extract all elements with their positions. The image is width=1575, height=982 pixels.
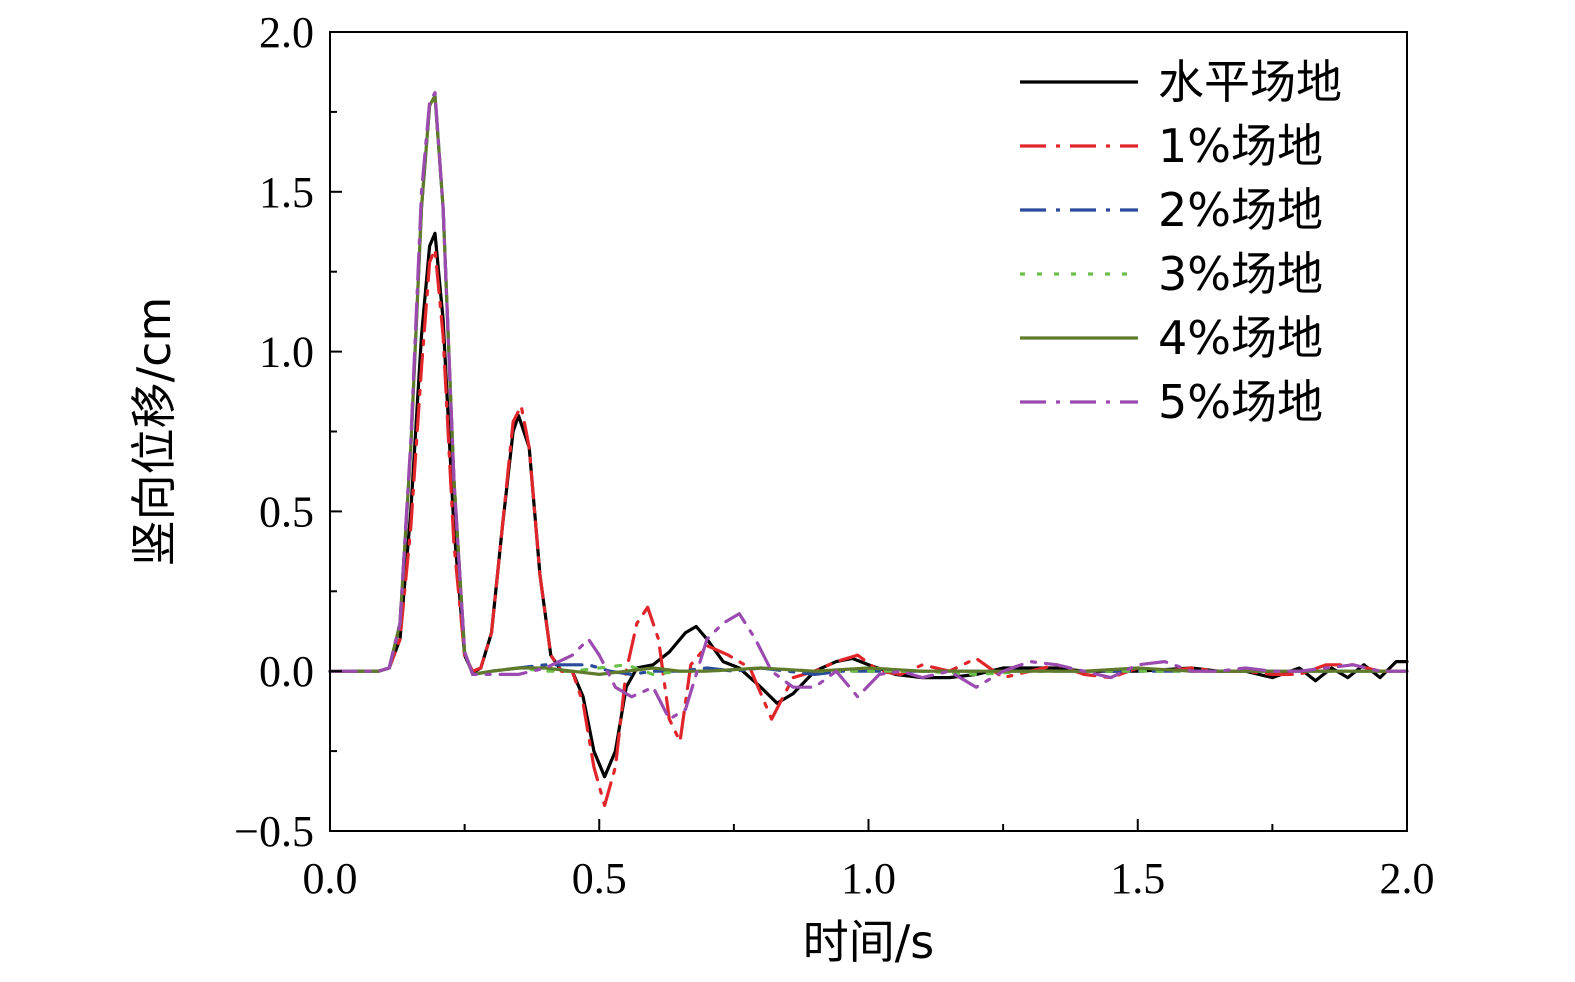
y-axis: −0.5 0.0 0.5 1.0 1.5 2.0: [234, 8, 342, 856]
y-axis-title: 竖向位移/cm: [127, 297, 181, 567]
legend-label: 2%场地: [1158, 183, 1323, 237]
y-tick-label: 1.5: [259, 168, 314, 217]
x-tick-label: 0.0: [303, 854, 358, 903]
x-tick-label: 1.0: [841, 854, 896, 903]
y-tick-label: 1.0: [259, 328, 314, 377]
y-tick-label: 0.5: [259, 487, 314, 536]
legend: 水平场地 1%场地 2%场地 3%场地 4%场地 5%场地: [1020, 55, 1342, 429]
legend-label: 5%场地: [1158, 375, 1323, 429]
x-axis-title: 时间/s: [803, 915, 934, 969]
y-tick-label: 0.0: [259, 647, 314, 696]
legend-label: 3%场地: [1158, 247, 1323, 301]
x-tick-label: 2.0: [1380, 854, 1435, 903]
x-axis: 0.0 0.5 1.0 1.5 2.0: [303, 819, 1435, 903]
x-tick-label: 0.5: [572, 854, 627, 903]
y-tick-label: 2.0: [259, 8, 314, 57]
series-line-5: [328, 91, 1409, 721]
legend-label: 水平场地: [1158, 55, 1342, 109]
x-tick-label: 1.5: [1110, 854, 1165, 903]
y-tick-label: −0.5: [234, 807, 314, 856]
legend-label: 1%场地: [1158, 119, 1323, 173]
plot-lines: [328, 91, 1409, 807]
legend-label: 4%场地: [1158, 311, 1323, 365]
